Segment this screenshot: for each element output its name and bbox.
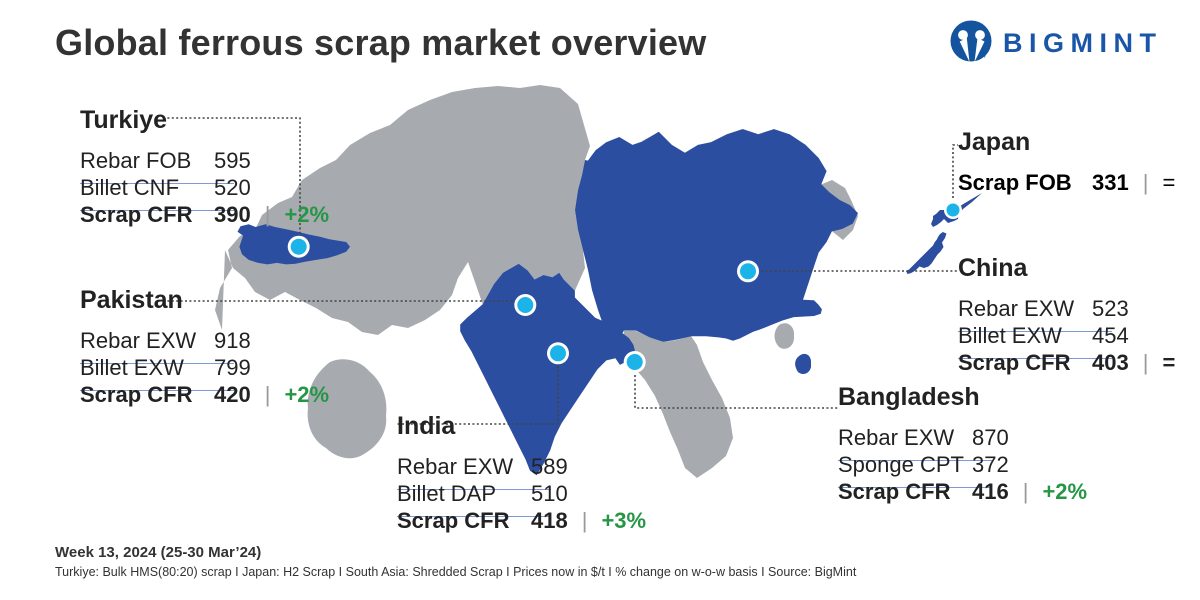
svg-text:BIGMINT: BIGMINT (1003, 28, 1163, 58)
